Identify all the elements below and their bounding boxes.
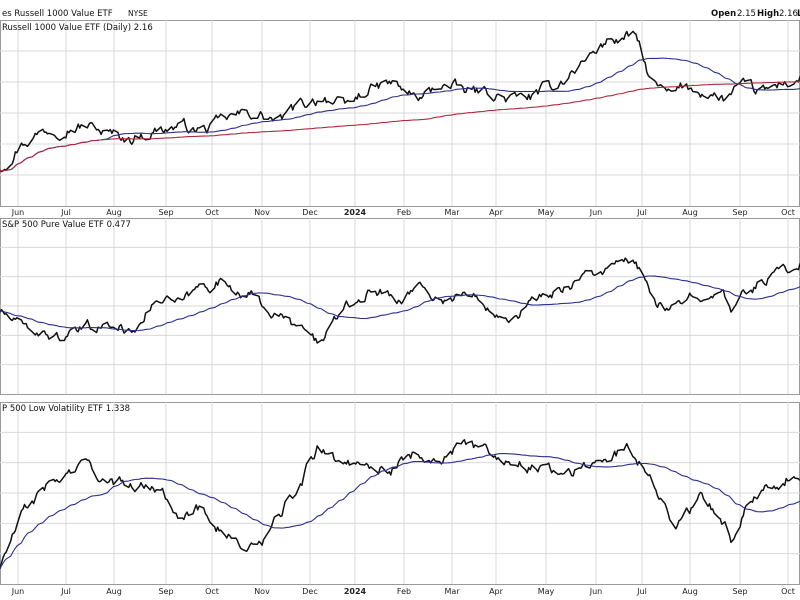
series-line-ma200 xyxy=(0,81,800,172)
series-line-ma50 xyxy=(0,453,800,570)
x-axis-ticks: Jun Jul Aug Sep Oct Nov Dec 2024 Feb Mar Apr May Jun… xyxy=(11,208,795,217)
panel-lines xyxy=(0,439,800,570)
x-tick-label: Feb xyxy=(397,208,411,217)
x-tick-label: Aug xyxy=(682,587,698,596)
x-tick-label: Jul xyxy=(60,587,71,596)
x-tick-label: Sep xyxy=(158,208,173,217)
x-tick-label: May xyxy=(538,208,555,217)
x-tick-label: 2024 xyxy=(344,587,367,596)
x-tick-label: Apr xyxy=(489,587,504,596)
panel-grid xyxy=(0,402,800,585)
x-tick-label: Jun xyxy=(589,587,603,596)
x-tick-label: Aug xyxy=(106,587,122,596)
x-tick-label: Oct xyxy=(781,208,795,217)
x-axis-ticks: Jun Jul Aug Sep Oct Nov Dec 2024 Feb Mar Apr May Jun… xyxy=(11,587,795,596)
x-tick-label: Apr xyxy=(489,208,504,217)
series-line-price xyxy=(0,257,800,344)
x-tick-label: Sep xyxy=(732,208,747,217)
panel-grid xyxy=(0,218,800,395)
panel-sp500-pure-value: S&P 500 Pure Value ETF 0.477 xyxy=(0,218,800,395)
x-tick-label: Jun xyxy=(11,587,25,596)
x-tick-label: Oct xyxy=(205,587,219,596)
high-value: 2.16 xyxy=(779,9,798,19)
x-tick-label: Mar xyxy=(444,208,460,217)
x-tick-label: Jul xyxy=(60,208,71,217)
x-tick-label: Jul xyxy=(636,208,647,217)
panel-title: S&P 500 Pure Value ETF 0.477 xyxy=(2,220,131,230)
x-tick-label: Jun xyxy=(11,208,25,217)
panel-title: Russell 1000 Value ETF (Daily) 2.16 xyxy=(2,23,153,33)
series-line-ma50 xyxy=(0,275,800,332)
open-label: Open xyxy=(711,9,736,19)
panel-lines xyxy=(0,30,800,173)
panel-russell-1000-value: Russell 1000 Value ETF (Daily) 2.16 Jun J… xyxy=(0,20,800,217)
x-tick-label: Dec xyxy=(302,208,317,217)
panel-sp500-low-volatility: P 500 Low Volatility ETF 1.338 Jun Jul Aug… xyxy=(0,402,800,596)
x-tick-label: Nov xyxy=(254,208,270,217)
high-label: High xyxy=(757,9,779,19)
series-line-price xyxy=(0,30,800,173)
x-tick-label: Dec xyxy=(302,587,317,596)
x-tick-label: Sep xyxy=(732,587,747,596)
chart-header-title: es Russell 1000 Value ETF xyxy=(2,9,113,19)
panel-title: P 500 Low Volatility ETF 1.338 xyxy=(2,404,130,414)
x-tick-label: Aug xyxy=(682,208,698,217)
series-line-price xyxy=(0,439,800,569)
series-line-ma50 xyxy=(0,57,800,172)
x-tick-label: Nov xyxy=(254,587,270,596)
x-tick-label: Aug xyxy=(106,208,122,217)
panel-lines xyxy=(0,257,800,344)
x-tick-label: Jul xyxy=(636,587,647,596)
x-tick-label: Sep xyxy=(158,587,173,596)
x-tick-label: Oct xyxy=(205,208,219,217)
x-tick-label: 2024 xyxy=(344,208,367,217)
panel-grid xyxy=(0,20,800,207)
chart-header-exchange: NYSE xyxy=(128,9,148,18)
x-tick-label: Oct xyxy=(781,587,795,596)
x-tick-label: May xyxy=(538,587,555,596)
x-tick-label: Jun xyxy=(589,208,603,217)
low-label: L xyxy=(797,9,800,19)
x-tick-label: Feb xyxy=(397,587,411,596)
open-value: 2.15 xyxy=(737,9,756,19)
x-tick-label: Mar xyxy=(444,587,460,596)
ohlc-readout: Open 2.15 High 2.16 L xyxy=(711,9,800,19)
